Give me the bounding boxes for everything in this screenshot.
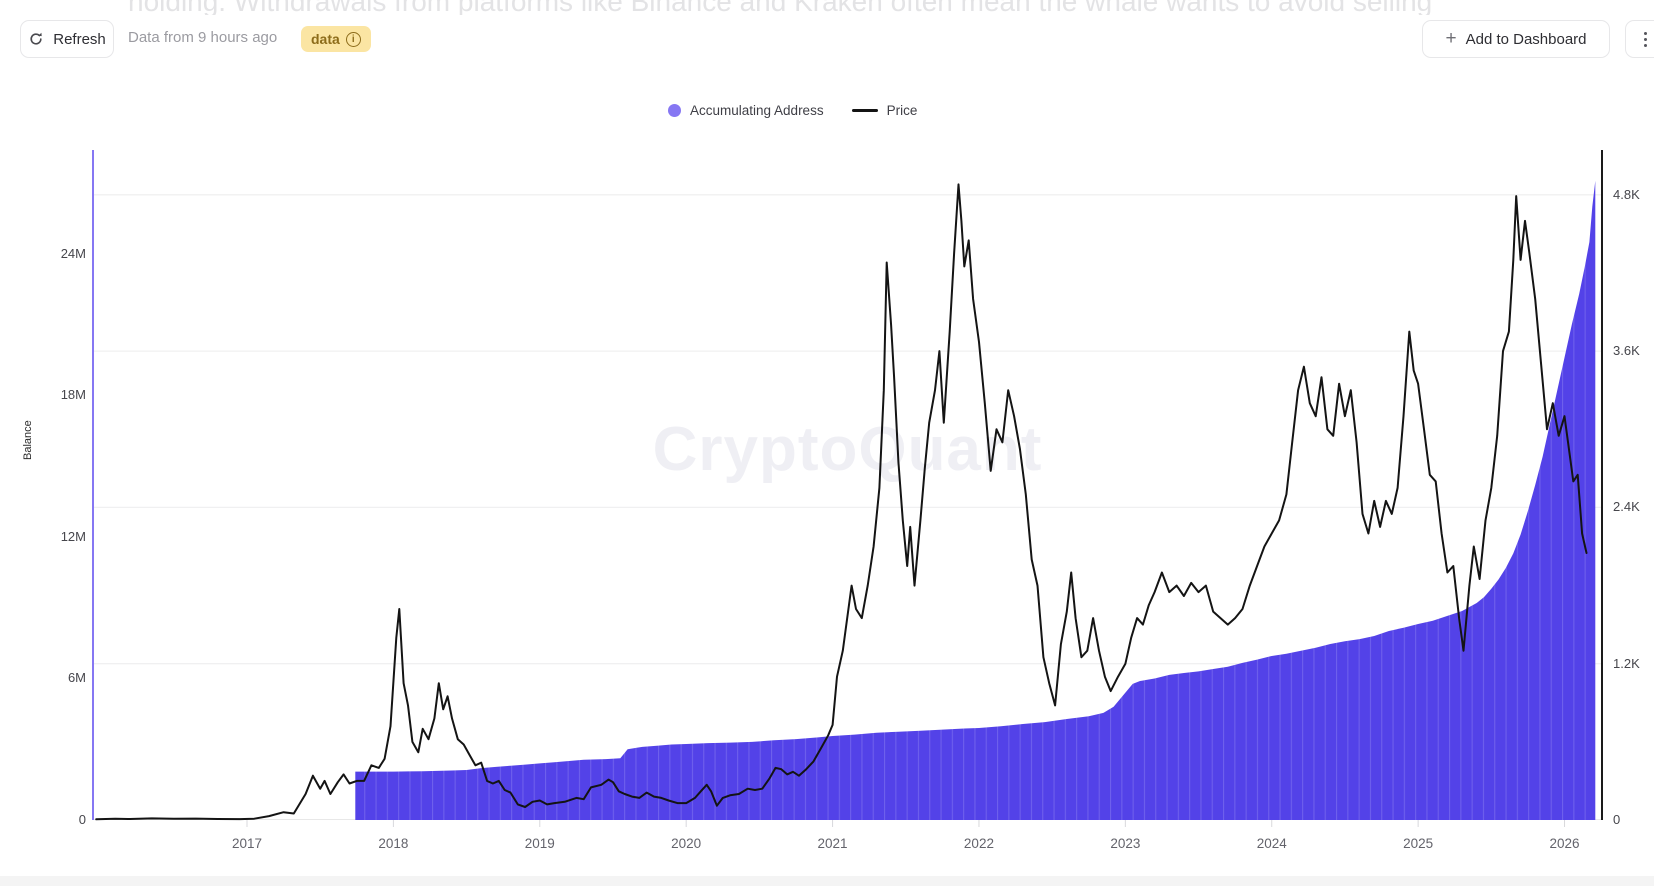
refresh-label: Refresh bbox=[53, 30, 106, 48]
page-bottom-strip bbox=[0, 876, 1654, 886]
background-page-text: holding. Withdrawals from platforms like… bbox=[0, 0, 1654, 15]
refresh-icon bbox=[28, 31, 44, 47]
legend-item-price[interactable]: Price bbox=[851, 103, 918, 118]
price-line[interactable] bbox=[95, 183, 1588, 821]
data-age-text: Data from 9 hours ago bbox=[128, 29, 278, 46]
refresh-button[interactable]: Refresh bbox=[20, 20, 114, 58]
x-tick-label: 2024 bbox=[1256, 836, 1287, 851]
left-y-tick-label: 12M bbox=[60, 528, 86, 544]
legend-label: Price bbox=[886, 103, 918, 118]
left-y-tick-label: 6M bbox=[67, 670, 86, 686]
data-badge-label: data bbox=[311, 31, 340, 47]
accumulating-address-area[interactable] bbox=[96, 180, 1596, 820]
x-tick-label: 2019 bbox=[524, 836, 555, 851]
x-tick-label: 2023 bbox=[1110, 836, 1141, 851]
left-y-tick-label: 0 bbox=[78, 812, 86, 827]
legend: Accumulating Address Price bbox=[668, 103, 917, 118]
right-y-tick-label: 2.4K bbox=[1613, 499, 1640, 515]
more-options-button[interactable] bbox=[1625, 20, 1654, 58]
x-tick-label: 2017 bbox=[231, 836, 263, 851]
watermark: CryptoQuant bbox=[652, 415, 1043, 484]
right-y-tick-label: 1.2K bbox=[1613, 655, 1640, 671]
add-to-dashboard-button[interactable]: + Add to Dashboard bbox=[1422, 20, 1610, 58]
x-tick-label: 2025 bbox=[1403, 836, 1434, 851]
x-tick-label: 2018 bbox=[378, 836, 409, 851]
chart-canvas[interactable] bbox=[93, 150, 1602, 850]
legend-line-icon bbox=[851, 109, 878, 112]
x-tick-label: 2021 bbox=[817, 836, 848, 851]
y-axis-title: Balance bbox=[22, 420, 34, 460]
info-icon[interactable]: i bbox=[345, 31, 361, 47]
legend-dot-icon bbox=[668, 104, 681, 117]
x-tick-label: 2020 bbox=[671, 836, 702, 851]
kebab-icon bbox=[1643, 31, 1647, 47]
data-badge[interactable]: data i bbox=[301, 26, 371, 52]
right-y-tick-label: 3.6K bbox=[1613, 343, 1640, 359]
left-y-tick-label: 24M bbox=[60, 245, 86, 261]
legend-label: Accumulating Address bbox=[690, 103, 824, 118]
legend-item-accumulating-address[interactable]: Accumulating Address bbox=[668, 103, 824, 118]
plus-icon: + bbox=[1445, 28, 1457, 49]
add-to-dashboard-label: Add to Dashboard bbox=[1465, 30, 1587, 48]
left-y-tick-label: 18M bbox=[60, 387, 86, 403]
right-y-tick-label: 0 bbox=[1613, 812, 1621, 827]
x-tick-label: 2022 bbox=[963, 836, 994, 851]
x-tick-label: 2026 bbox=[1549, 836, 1580, 851]
left-axis-line bbox=[92, 150, 94, 820]
right-y-tick-label: 4.8K bbox=[1613, 186, 1640, 202]
right-axis-line bbox=[1601, 150, 1603, 820]
